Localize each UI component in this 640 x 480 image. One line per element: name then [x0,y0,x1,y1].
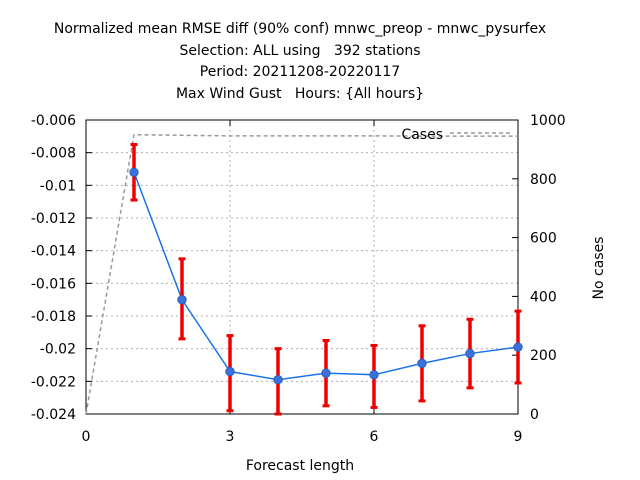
y-tick-label: -0.022 [31,374,76,390]
cases-line [85,133,518,415]
y-tick-label: -0.016 [31,276,76,292]
y-tick-label: -0.008 [31,146,76,162]
x-tick-label: 6 [370,429,379,445]
y-tick-label: -0.006 [31,113,76,129]
axis-ticks: -0.006 -0.008 -0.01 -0.012 -0.014 -0.016 -0.01… [31,113,566,445]
chart-title: Normalized mean RMSE diff (90% conf) mnw… [0,19,600,105]
y-tick-label: -0.024 [31,407,76,423]
y2-tick-label: 0 [530,407,539,423]
y-tick-label: -0.018 [31,309,76,325]
data-point [129,167,139,177]
x-tick-label: 3 [226,429,235,445]
data-point [513,342,523,352]
data-marks [85,133,523,416]
title-line-2: Selection: ALL using 392 stations [179,42,421,59]
data-point [369,370,379,380]
y-tick-label: -0.01 [40,178,76,194]
data-point [225,366,235,377]
title-line-1: Normalized mean RMSE diff (90% conf) mnw… [53,21,547,37]
data-point [417,358,427,369]
y2-tick-label: 800 [530,172,557,188]
data-point [273,375,283,385]
y-tick-label: -0.012 [31,211,76,227]
y2-axis-label: No cases [591,237,607,300]
title-line-4: Max Wind Gust Hours: {All hours} [175,85,425,102]
y2-tick-label: 400 [530,289,557,305]
x-tick-label: 9 [514,429,523,445]
data-point [321,368,331,378]
x-tick-label: 0 [82,429,91,445]
x-axis-label: Forecast length [246,458,354,474]
y2-tick-label: 200 [530,348,557,364]
data-point [465,348,475,359]
title-line-3: Period: 20211208-20220117 [199,64,401,80]
grid [86,120,518,414]
y-tick-label: -0.014 [31,244,76,260]
data-point [177,294,187,305]
legend-label-cases: Cases [401,127,443,143]
y2-tick-label: 600 [530,231,557,247]
y-tick-label: -0.02 [40,342,76,358]
plot-frame [85,119,519,415]
y2-tick-label: 1000 [530,113,566,129]
